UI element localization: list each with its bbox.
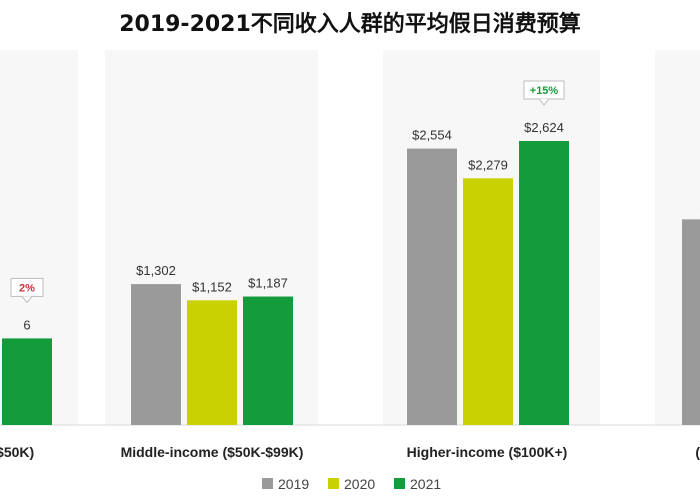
group-background-panels (0, 50, 700, 425)
annotation-0: 2% (10, 277, 44, 304)
chart-title: 2019-2021不同收入人群的平均假日消费预算 (119, 11, 581, 37)
bar-2019-1 (131, 284, 181, 425)
legend-label-2019: 2019 (278, 476, 309, 492)
category-label-3: ( (695, 444, 700, 460)
annotation-pointer-1 (538, 98, 550, 106)
bar-2019-2 (407, 148, 457, 425)
legend-label-2020: 2020 (344, 476, 375, 492)
bar-2021-0 (2, 338, 52, 425)
annotation-1: +15% (523, 80, 565, 106)
data-label-2019-2: $2,554 (412, 128, 452, 143)
category-label-0: an $50K) (0, 444, 34, 460)
legend-swatch-2021 (394, 478, 405, 489)
bar-2020-1 (187, 300, 237, 425)
data-label-2019-1: $1,302 (136, 263, 176, 278)
legend-label-2021: 2021 (410, 476, 441, 492)
data-label-2020-1: $1,152 (192, 279, 232, 294)
data-label-2021-2: $2,624 (524, 120, 564, 135)
annotations-layer: 2% +15% (10, 80, 565, 304)
bar-2021-2 (519, 141, 569, 425)
annotation-pointer-0 (21, 296, 33, 304)
bar-2019-3 (682, 219, 700, 425)
bar-2020-2 (463, 178, 513, 425)
data-label-2021-1: $1,187 (248, 276, 288, 291)
annotation-text-1: +15% (530, 85, 559, 97)
data-label-2020-2: $2,279 (468, 157, 508, 172)
annotation-text-0: 2% (19, 282, 35, 294)
legend: 2019 2020 2021 (262, 476, 441, 492)
category-labels-layer: an $50K) Middle-income ($50K-$99K) Higher-… (0, 444, 700, 460)
legend-swatch-2020 (328, 478, 339, 489)
category-label-2: Higher-income ($100K+) (407, 444, 568, 460)
bars-layer (2, 141, 700, 425)
data-label-2021-0: 6 (23, 317, 30, 332)
category-label-1: Middle-income ($50K-$99K) (121, 444, 304, 460)
legend-swatch-2019 (262, 478, 273, 489)
bar-2021-1 (243, 296, 293, 425)
